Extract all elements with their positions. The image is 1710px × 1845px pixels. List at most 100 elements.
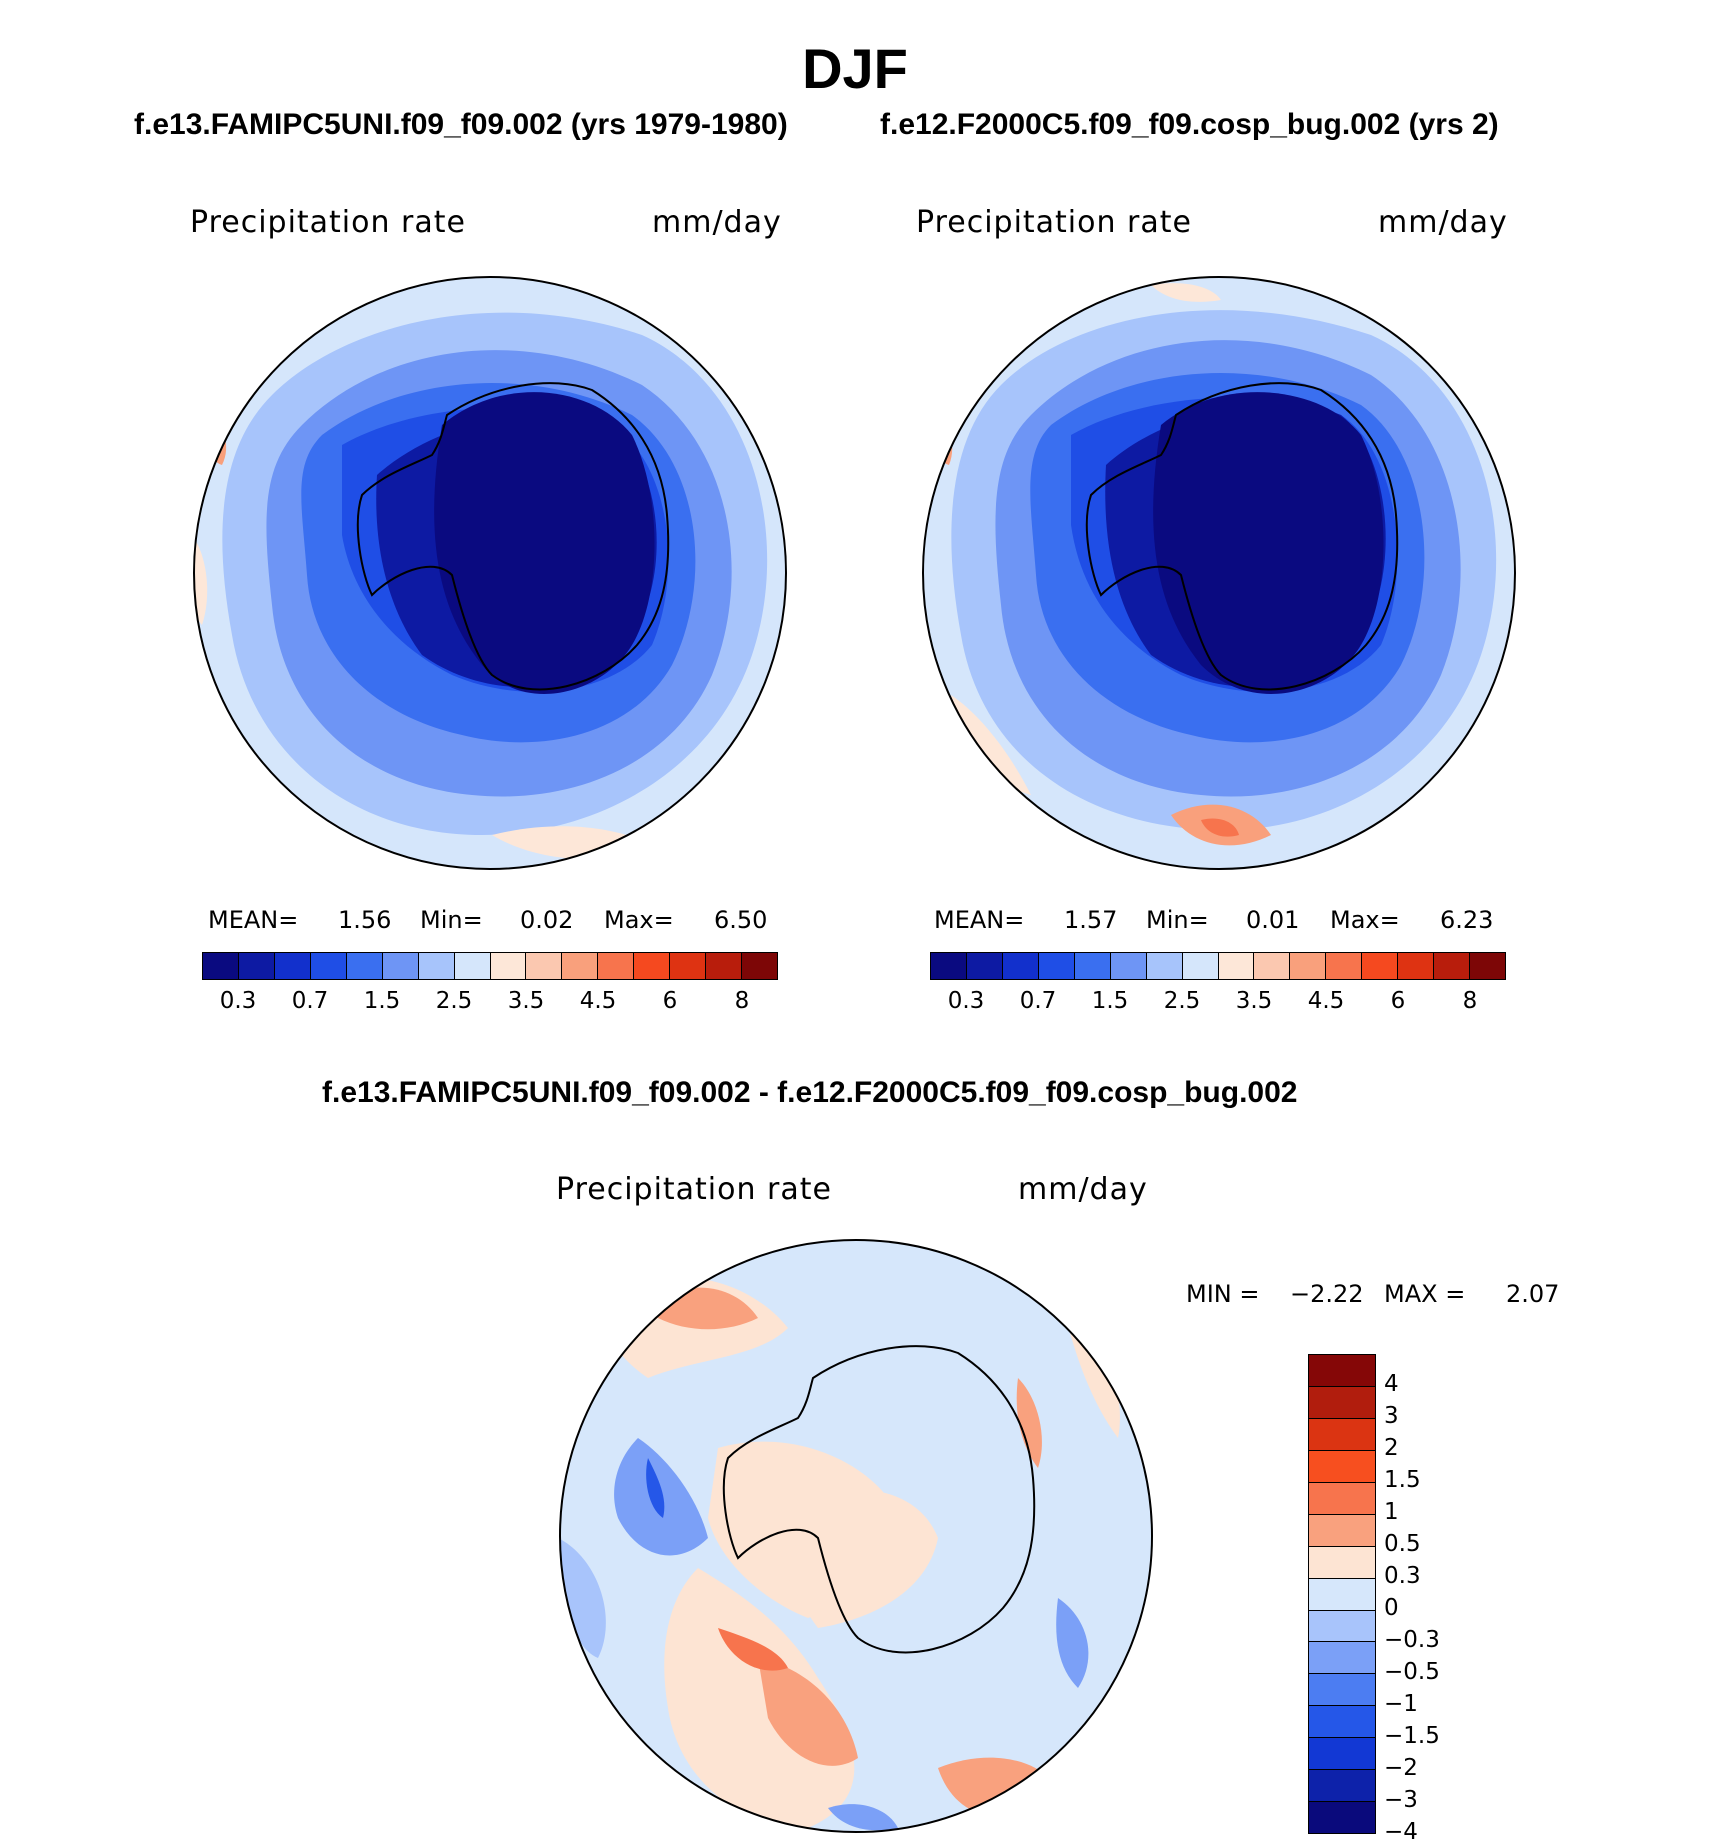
colorbar-tick-label: 1 xyxy=(1384,1499,1399,1525)
colorbar-tick-label: 2.5 xyxy=(435,988,473,1014)
colorbar-tick-label: 0.7 xyxy=(1019,988,1057,1014)
colorbar-tick-label: 4.5 xyxy=(1307,988,1345,1014)
panel2-mean-value: 1.57 xyxy=(1064,906,1118,934)
colorbar-swatch xyxy=(382,953,419,979)
colorbar-tick-label: 0.3 xyxy=(947,988,985,1014)
colorbar-swatch xyxy=(346,953,383,979)
colorbar-swatch xyxy=(670,953,707,979)
panel1-max-value: 6.50 xyxy=(714,906,768,934)
panel2-min-label: Min= xyxy=(1146,906,1209,934)
colorbar-swatch xyxy=(1254,953,1291,979)
colorbar-tick-label: 0.5 xyxy=(1384,1531,1421,1557)
subtitle-model-2: f.e12.F2000C5.f09_f09.cosp_bug.002 (yrs … xyxy=(880,108,1499,141)
colorbar-swatch xyxy=(1362,953,1399,979)
colorbar-swatch xyxy=(1309,1706,1375,1739)
colorbar-tick-label: −0.3 xyxy=(1384,1627,1440,1653)
colorbar-swatch xyxy=(418,953,455,979)
colorbar-swatch xyxy=(1110,953,1147,979)
colorbar-tick-label: 1.5 xyxy=(1384,1467,1421,1493)
figure-title: DJF xyxy=(802,37,908,100)
colorbar-swatch xyxy=(490,953,527,979)
colorbar-tick-label: −2 xyxy=(1384,1755,1418,1781)
colorbar-tick-label: 0.3 xyxy=(1384,1563,1421,1589)
colorbar-tick-label: −3 xyxy=(1384,1787,1418,1813)
colorbar-tick-label: −1 xyxy=(1384,1691,1418,1717)
colorbar-swatch xyxy=(1309,1578,1375,1611)
colorbar-tick-label: −1.5 xyxy=(1384,1723,1440,1749)
panel1-variable-label: Precipitation rate xyxy=(190,205,466,240)
colorbar-swatch xyxy=(1309,1386,1375,1419)
panel1-mean-label: MEAN= xyxy=(208,906,299,934)
panel3-max-label: MAX = xyxy=(1384,1280,1466,1308)
colorbar-swatch xyxy=(598,953,635,979)
panel3-max-value: 2.07 xyxy=(1506,1280,1560,1308)
panel2-max-value: 6.23 xyxy=(1440,906,1494,934)
colorbar-swatch xyxy=(562,953,599,979)
panel1-min-value: 0.02 xyxy=(520,906,574,934)
colorbar-swatch xyxy=(526,953,563,979)
colorbar-swatch xyxy=(274,953,311,979)
colorbar-tick-label: 1.5 xyxy=(363,988,401,1014)
map-panel-2 xyxy=(922,276,1516,870)
colorbar-swatch xyxy=(1290,953,1327,979)
panel2-max-label: Max= xyxy=(1330,906,1400,934)
colorbar-swatch xyxy=(1038,953,1075,979)
colorbar-tick-label: 8 xyxy=(734,988,750,1014)
colorbar-tick-label: 3.5 xyxy=(1235,988,1273,1014)
colorbar-swatch xyxy=(1182,953,1219,979)
colorbar-swatch xyxy=(1309,1514,1375,1547)
panel3-min-value: −2.22 xyxy=(1290,1280,1364,1308)
colorbar-swatch xyxy=(931,953,967,979)
colorbar-swatch xyxy=(1326,953,1363,979)
panel3-min-label: MIN = xyxy=(1186,1280,1260,1308)
map-panel-1 xyxy=(193,276,787,870)
colorbar-tick-label: 0.7 xyxy=(291,988,329,1014)
difference-title: f.e13.FAMIPC5UNI.f09_f09.002 - f.e12.F20… xyxy=(322,1076,1298,1109)
colorbar-tick-label: 0 xyxy=(1384,1595,1399,1621)
colorbar-tick-label: 2 xyxy=(1384,1435,1399,1461)
colorbar-swatch xyxy=(238,953,275,979)
colorbar-swatch xyxy=(203,953,239,979)
colorbar-swatch xyxy=(454,953,491,979)
colorbar-tick-label: −0.5 xyxy=(1384,1659,1440,1685)
colorbar-swatch xyxy=(742,953,777,979)
colorbar-tick-label: 3.5 xyxy=(507,988,545,1014)
colorbar-panel-2 xyxy=(930,952,1506,980)
colorbar-tick-label: 6 xyxy=(1390,988,1406,1014)
panel3-variable-label: Precipitation rate xyxy=(556,1172,832,1207)
colorbar-swatch xyxy=(1309,1610,1375,1643)
colorbar-swatch xyxy=(1309,1450,1375,1483)
colorbar-swatch xyxy=(1218,953,1255,979)
colorbar-swatch xyxy=(1146,953,1183,979)
colorbar-swatch xyxy=(310,953,347,979)
colorbar-tick-label: 2.5 xyxy=(1163,988,1201,1014)
colorbar-swatch xyxy=(706,953,743,979)
colorbar-tick-label: −4 xyxy=(1384,1819,1418,1845)
subtitle-model-1: f.e13.FAMIPC5UNI.f09_f09.002 (yrs 1979-1… xyxy=(134,108,788,141)
panel1-min-label: Min= xyxy=(420,906,483,934)
colorbar-swatch xyxy=(1309,1482,1375,1515)
colorbar-tick-label: 0.3 xyxy=(219,988,257,1014)
map-panel-difference xyxy=(559,1239,1153,1833)
colorbar-swatch xyxy=(1434,953,1471,979)
colorbar-tick-label: 3 xyxy=(1384,1403,1399,1429)
colorbar-swatch xyxy=(1309,1546,1375,1579)
colorbar-swatch xyxy=(1074,953,1111,979)
panel1-units-label: mm/day xyxy=(652,205,782,240)
colorbar-swatch xyxy=(1002,953,1039,979)
colorbar-tick-label: 6 xyxy=(662,988,678,1014)
panel2-mean-label: MEAN= xyxy=(934,906,1025,934)
colorbar-tick-label: 8 xyxy=(1462,988,1478,1014)
colorbar-swatch xyxy=(1309,1674,1375,1707)
panel2-units-label: mm/day xyxy=(1378,205,1508,240)
panel3-units-label: mm/day xyxy=(1018,1172,1148,1207)
panel1-max-label: Max= xyxy=(604,906,674,934)
colorbar-swatch xyxy=(966,953,1003,979)
colorbar-swatch xyxy=(1309,1355,1375,1387)
colorbar-swatch xyxy=(1398,953,1435,979)
panel2-min-value: 0.01 xyxy=(1246,906,1300,934)
colorbar-swatch xyxy=(1309,1418,1375,1451)
colorbar-swatch xyxy=(1309,1802,1375,1834)
colorbar-tick-label: 4 xyxy=(1384,1371,1399,1397)
colorbar-tick-label: 4.5 xyxy=(579,988,617,1014)
